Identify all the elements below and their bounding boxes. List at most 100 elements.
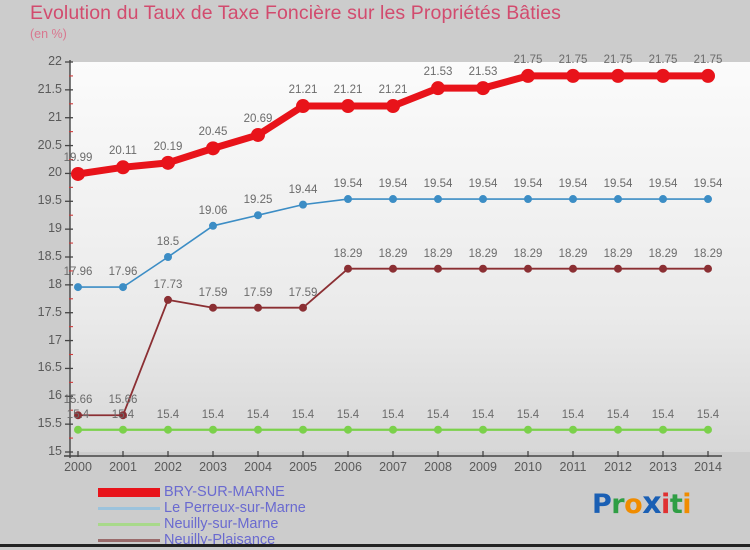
legend-color-swatch	[98, 522, 160, 526]
data-point	[344, 195, 352, 204]
data-point-label: 19.44	[288, 183, 318, 196]
data-point-label: 15.4	[516, 408, 540, 421]
data-point-label: 18.29	[468, 247, 498, 260]
y-axis-label: 20.5	[37, 137, 62, 152]
x-axis-label: 2007	[379, 460, 407, 474]
data-point	[614, 425, 622, 434]
data-point-label: 17.96	[63, 266, 93, 279]
data-point	[341, 99, 355, 114]
x-axis-label: 2004	[244, 460, 272, 474]
data-point-label: 18.29	[378, 247, 408, 260]
data-point-label: 21.75	[693, 53, 723, 66]
data-point-label: 15.4	[156, 408, 180, 421]
data-point-label: 18.29	[558, 247, 588, 260]
data-point-label: 15.4	[66, 408, 90, 421]
logo-letter-0: P	[592, 489, 612, 520]
data-point	[116, 160, 130, 175]
data-point	[614, 195, 622, 204]
data-point	[659, 264, 667, 273]
data-point	[164, 253, 172, 261]
data-point-label: 19.54	[648, 178, 678, 191]
data-point-label: 20.11	[109, 145, 137, 158]
data-point	[251, 127, 265, 142]
data-point-label: 15.4	[426, 408, 450, 421]
data-point	[74, 283, 82, 292]
series-3	[74, 264, 712, 420]
data-point	[479, 195, 487, 204]
logo-letter-5: t	[669, 489, 683, 520]
data-point	[161, 155, 175, 170]
data-point	[254, 211, 262, 220]
chart-plot-wrapper: 22 21.5 21 20.5 20 19.5 19 18.5 18 17.5 17 16.5 16 15…	[0, 48, 750, 474]
data-point-label: 15.4	[381, 408, 405, 421]
data-point	[389, 195, 397, 204]
data-point-label: 21.21	[288, 84, 318, 96]
data-point-label: 19.54	[603, 178, 633, 191]
data-point	[71, 166, 85, 181]
data-point-label: 17.73	[153, 278, 183, 291]
y-axis-label: 17	[48, 332, 62, 347]
data-point	[74, 425, 82, 434]
data-point-label: 15.4	[246, 408, 270, 421]
data-point	[434, 195, 442, 204]
data-point-label: 20.69	[243, 112, 273, 125]
legend-color-swatch	[98, 506, 160, 510]
data-point	[701, 68, 715, 83]
data-point	[119, 425, 127, 434]
x-axis-label: 2001	[109, 460, 137, 474]
data-point	[614, 264, 622, 273]
data-point-label: 19.54	[558, 178, 588, 191]
legend-item-3[interactable]: Neuilly-Plaisance	[98, 532, 428, 548]
data-point	[386, 99, 400, 114]
legend-label: BRY-SUR-MARNE	[164, 483, 285, 500]
data-point	[164, 425, 172, 434]
series-2	[74, 425, 712, 434]
legend-label: Neuilly-Plaisance	[164, 531, 276, 548]
data-point	[659, 425, 667, 434]
data-point-label: 19.54	[693, 178, 723, 191]
x-axis-label: 2005	[289, 460, 317, 474]
data-point-label: 17.59	[288, 286, 318, 299]
data-point-label: 19.54	[513, 178, 543, 191]
data-point-label: 18.29	[603, 247, 633, 260]
data-point	[254, 425, 262, 434]
data-point	[74, 411, 82, 420]
legend-item-1[interactable]: Le Perreux-sur-Marne	[98, 500, 428, 516]
data-point-label: 15.4	[696, 408, 720, 421]
data-point-label: 20.19	[153, 140, 183, 153]
page-subtitle: (en %)	[30, 27, 67, 41]
data-point	[434, 264, 442, 273]
y-axis-label: 22	[48, 54, 62, 68]
data-point-label: 21.53	[423, 66, 453, 79]
data-point-label: 21.21	[378, 84, 408, 96]
data-point-label: 15.4	[651, 408, 675, 421]
data-point	[209, 303, 217, 312]
data-point	[476, 81, 490, 96]
chart-series-layer	[71, 68, 715, 434]
data-point	[704, 195, 712, 204]
chart-legend: BRY-SUR-MARNE Le Perreux-sur-Marne Neuilly…	[98, 484, 428, 548]
data-point	[209, 221, 217, 230]
data-point-label: 21.75	[648, 53, 678, 66]
y-axis-label: 16.5	[37, 360, 62, 375]
data-point-label: 21.75	[558, 53, 588, 66]
data-point	[479, 425, 487, 434]
data-point-label: 19.54	[423, 178, 453, 191]
logo-letter-3: x	[642, 486, 662, 521]
data-point-label: 17.96	[108, 266, 138, 279]
logo-letter-1: r	[611, 489, 625, 520]
data-point	[164, 295, 172, 304]
y-axis-label: 18	[48, 276, 62, 291]
data-point-label: 20.45	[198, 126, 228, 139]
legend-item-0[interactable]: BRY-SUR-MARNE	[98, 484, 428, 500]
legend-item-2[interactable]: Neuilly-sur-Marne	[98, 516, 428, 532]
chart-axes	[64, 60, 722, 458]
data-point-label: 18.29	[648, 247, 678, 260]
proxiti-logo[interactable]: Proxiti	[592, 486, 691, 521]
data-point-label: 19.54	[468, 178, 498, 191]
data-point-label: 18.29	[333, 247, 363, 260]
series-0	[71, 68, 715, 181]
data-point-label: 21.53	[468, 66, 498, 79]
logo-letter-2: o	[624, 489, 643, 520]
